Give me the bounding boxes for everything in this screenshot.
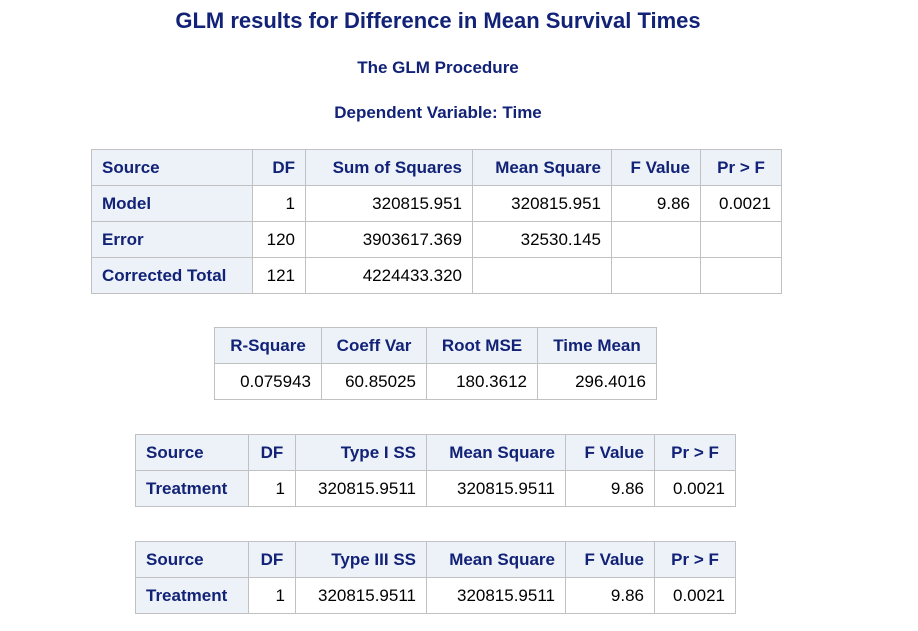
table-cell: 9.86 — [565, 470, 655, 507]
table-row: Treatment 1 320815.9511 320815.9511 9.86… — [135, 577, 736, 614]
column-header: Time Mean — [537, 327, 657, 364]
column-header: Source — [135, 434, 249, 471]
column-header: Mean Square — [426, 541, 566, 578]
table-cell: 9.86 — [565, 577, 655, 614]
table-cell: 0.0021 — [700, 185, 782, 222]
table-cell: 320815.9511 — [426, 577, 566, 614]
column-header: Root MSE — [426, 327, 538, 364]
table-cell: 4224433.320 — [305, 257, 473, 294]
table-cell: 1 — [252, 185, 306, 222]
table-cell: 120 — [252, 221, 306, 258]
table-row: Treatment 1 320815.9511 320815.9511 9.86… — [135, 470, 736, 507]
row-header: Corrected Total — [91, 257, 253, 294]
table-cell: 320815.9511 — [295, 470, 427, 507]
column-header: Coeff Var — [321, 327, 427, 364]
table-row: Model 1 320815.951 320815.951 9.86 0.002… — [91, 185, 782, 222]
column-header: Type I SS — [295, 434, 427, 471]
table-cell: 9.86 — [611, 185, 701, 222]
column-header: Type III SS — [295, 541, 427, 578]
table-cell: 32530.145 — [472, 221, 612, 258]
table-cell: 3903617.369 — [305, 221, 473, 258]
column-header: F Value — [611, 149, 701, 186]
column-header: Source — [135, 541, 249, 578]
table-header-row: Source DF Sum of Squares Mean Square F V… — [91, 149, 782, 186]
row-header: Treatment — [135, 577, 249, 614]
column-header: Pr > F — [700, 149, 782, 186]
anova-table: Source DF Sum of Squares Mean Square F V… — [91, 149, 782, 294]
row-header: Error — [91, 221, 253, 258]
fit-statistics-table: R-Square Coeff Var Root MSE Time Mean 0.… — [214, 327, 657, 400]
table-cell: 320815.951 — [472, 185, 612, 222]
dependent-variable-title: Dependent Variable: Time — [334, 103, 542, 122]
table-cell: 0.075943 — [214, 363, 322, 400]
table-header-row: Source DF Type I SS Mean Square F Value … — [135, 434, 736, 471]
table-cell — [700, 257, 782, 294]
row-header: Treatment — [135, 470, 249, 507]
table-cell: 60.85025 — [321, 363, 427, 400]
column-header: F Value — [565, 434, 655, 471]
table-cell: 296.4016 — [537, 363, 657, 400]
column-header: DF — [248, 541, 296, 578]
column-header: Pr > F — [654, 541, 736, 578]
column-header: Mean Square — [472, 149, 612, 186]
table-cell — [611, 221, 701, 258]
column-header: Pr > F — [654, 434, 736, 471]
table-cell: 320815.951 — [305, 185, 473, 222]
column-header: F Value — [565, 541, 655, 578]
type3-ss-table: Source DF Type III SS Mean Square F Valu… — [135, 541, 736, 614]
table-cell: 1 — [248, 577, 296, 614]
table-row: Error 120 3903617.369 32530.145 — [91, 221, 782, 258]
procedure-title: The GLM Procedure — [357, 58, 519, 77]
table-cell: 320815.9511 — [295, 577, 427, 614]
column-header: Source — [91, 149, 253, 186]
type1-ss-table: Source DF Type I SS Mean Square F Value … — [135, 434, 736, 507]
table-cell: 1 — [248, 470, 296, 507]
column-header: Sum of Squares — [305, 149, 473, 186]
column-header: DF — [252, 149, 306, 186]
column-header: DF — [248, 434, 296, 471]
table-cell — [611, 257, 701, 294]
table-cell: 0.0021 — [654, 577, 736, 614]
table-cell — [472, 257, 612, 294]
table-cell: 180.3612 — [426, 363, 538, 400]
column-header: R-Square — [214, 327, 322, 364]
table-cell: 320815.9511 — [426, 470, 566, 507]
column-header: Mean Square — [426, 434, 566, 471]
table-cell: 0.0021 — [654, 470, 736, 507]
table-row: Corrected Total 121 4224433.320 — [91, 257, 782, 294]
table-row: 0.075943 60.85025 180.3612 296.4016 — [214, 363, 657, 400]
row-header: Model — [91, 185, 253, 222]
table-header-row: R-Square Coeff Var Root MSE Time Mean — [214, 327, 657, 364]
table-cell: 121 — [252, 257, 306, 294]
table-cell — [700, 221, 782, 258]
table-header-row: Source DF Type III SS Mean Square F Valu… — [135, 541, 736, 578]
report-title: GLM results for Difference in Mean Survi… — [175, 8, 701, 33]
